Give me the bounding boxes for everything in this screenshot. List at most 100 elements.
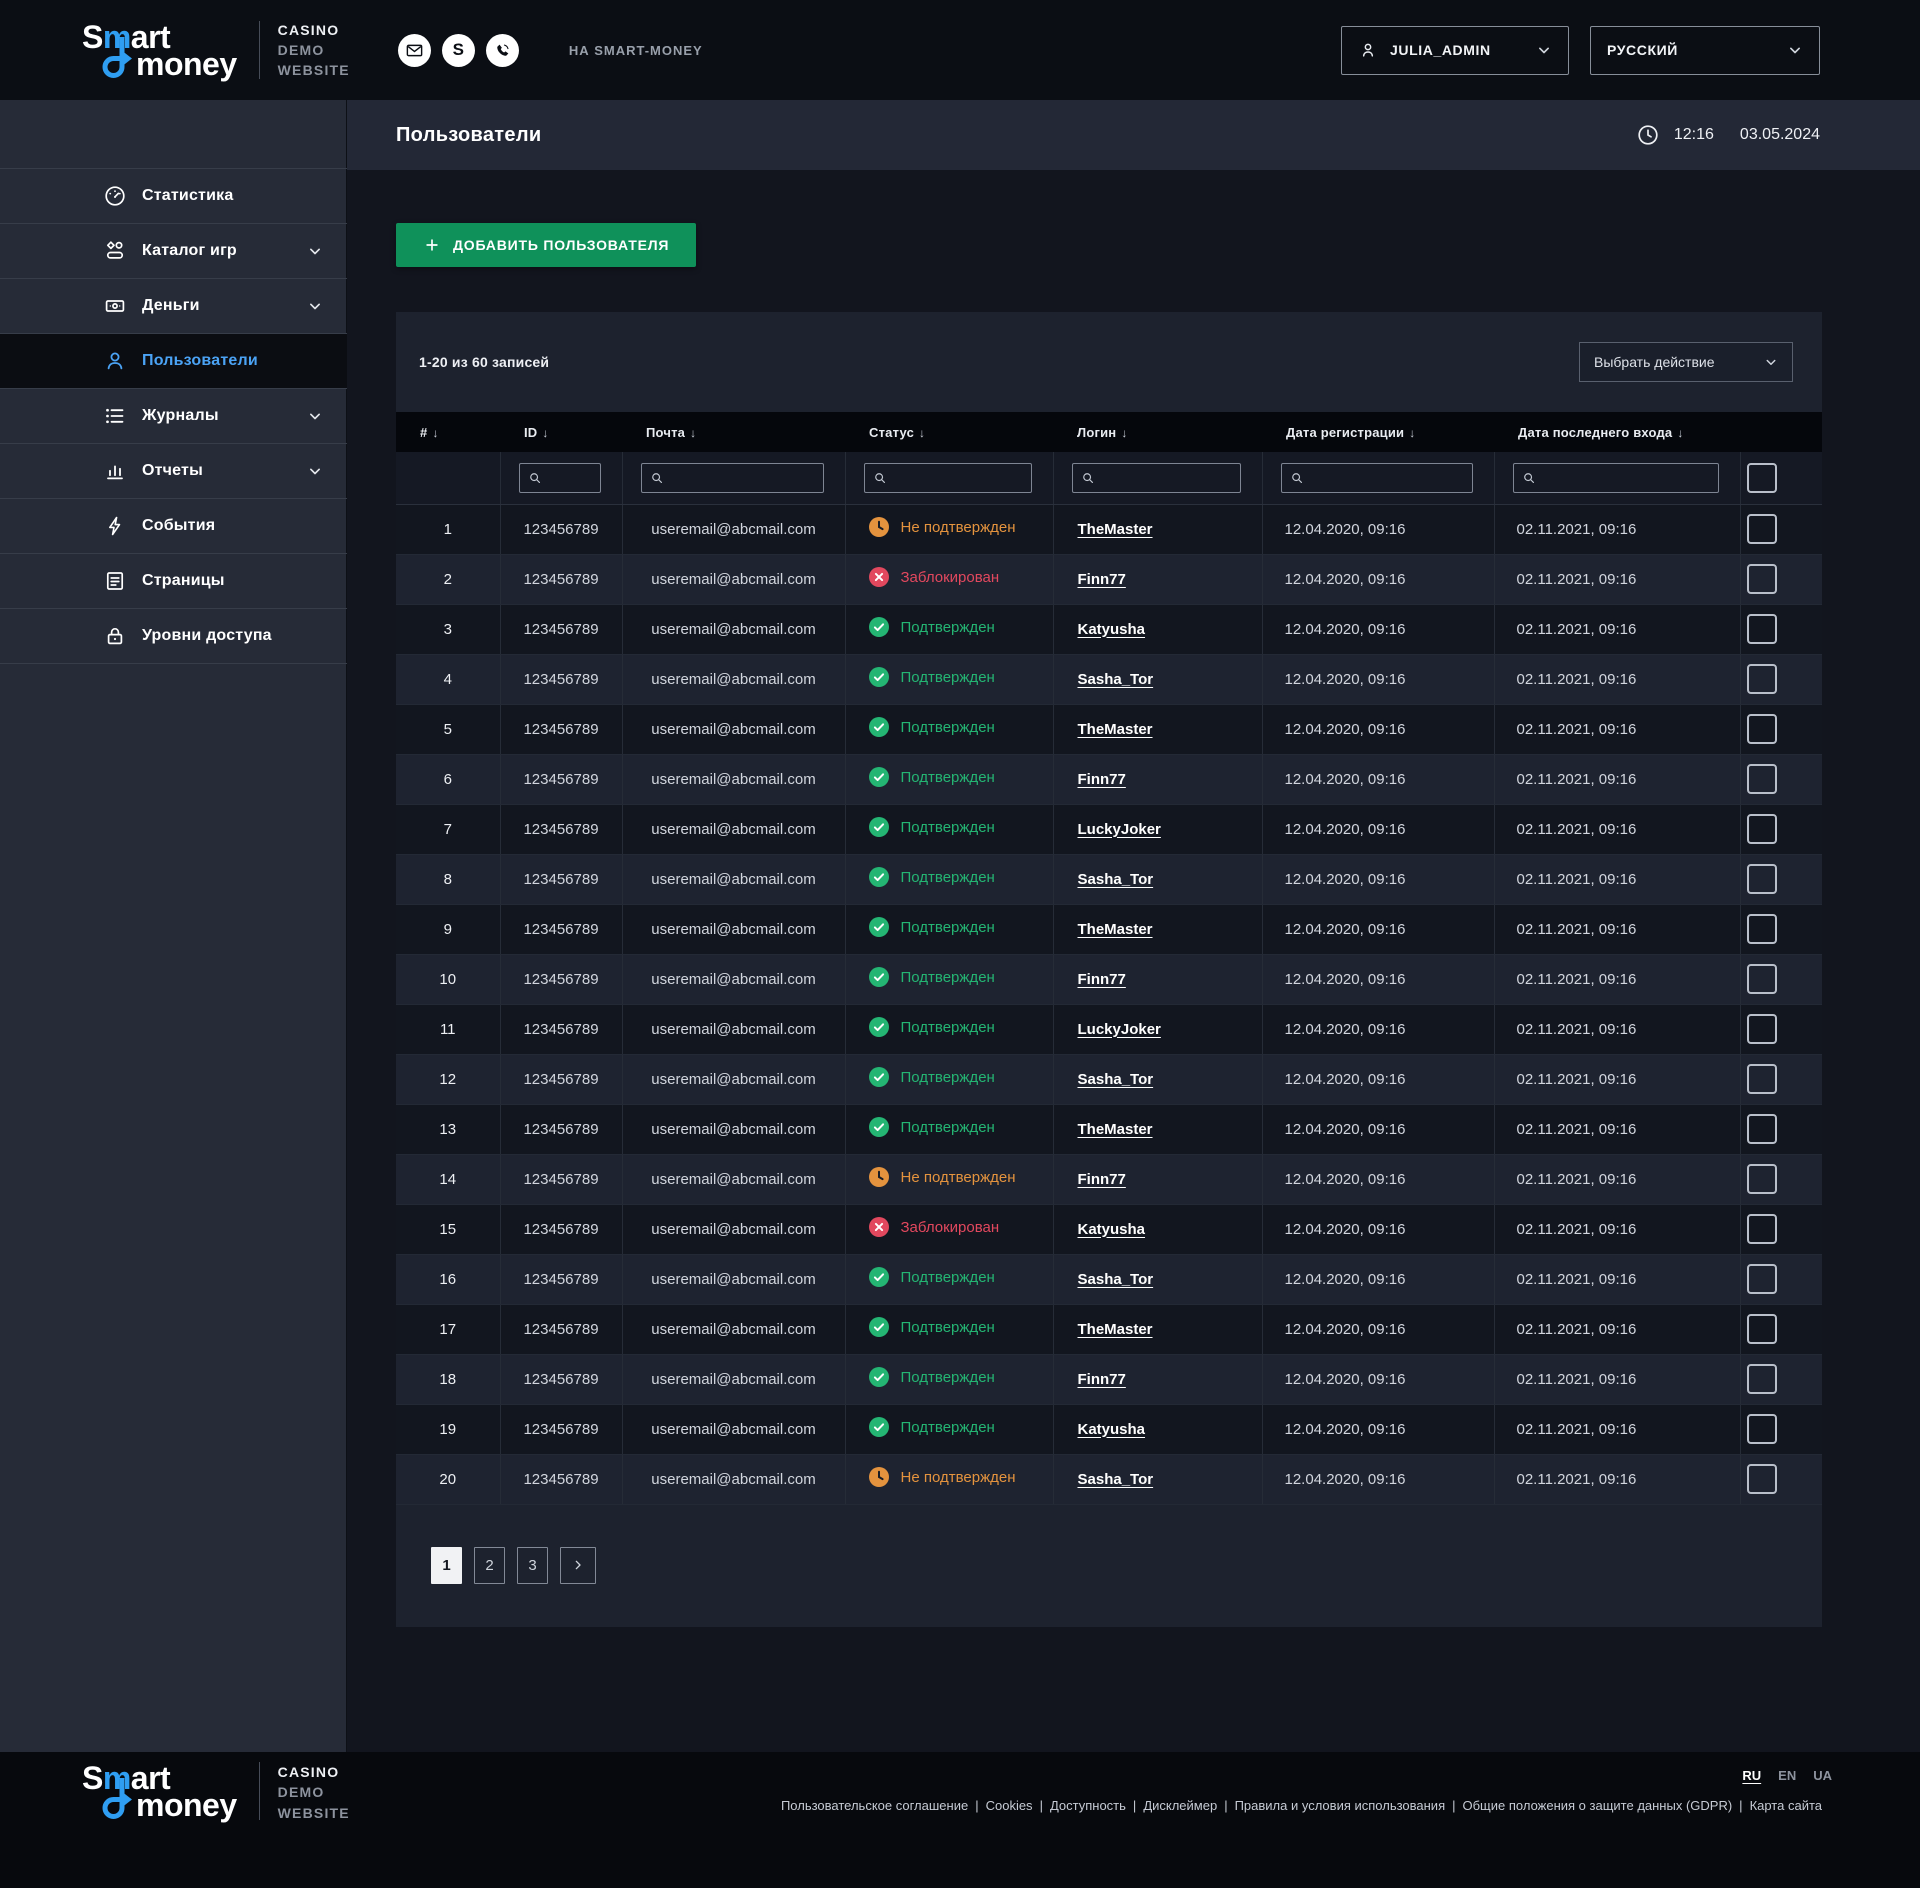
footer-language-ua[interactable]: UA	[1813, 1768, 1832, 1783]
user-login-link[interactable]: TheMaster	[1077, 920, 1153, 938]
filter-id-input[interactable]	[548, 469, 592, 487]
column-header-last-login[interactable]: Дата последнего входа ↓	[1494, 412, 1740, 452]
user-login-link[interactable]: Finn77	[1077, 1370, 1126, 1388]
row-number: 20	[396, 1454, 501, 1505]
next-page-button[interactable]	[560, 1546, 596, 1584]
column-header-login[interactable]: Логин ↓	[1053, 412, 1262, 452]
user-login-link[interactable]: TheMaster	[1077, 720, 1153, 738]
sidebar-item-statistics[interactable]: Статистика	[0, 169, 347, 224]
row-checkbox[interactable]	[1746, 714, 1777, 744]
user-login-link[interactable]: LuckyJoker	[1077, 1020, 1161, 1038]
footer-link[interactable]: Карта сайта	[1749, 1798, 1822, 1813]
footer-link[interactable]: Дисклеймер	[1143, 1798, 1218, 1813]
row-checkbox[interactable]	[1746, 1014, 1777, 1044]
user-login-link[interactable]: Katyusha	[1077, 1220, 1146, 1238]
column-header-id[interactable]: ID ↓	[500, 412, 622, 452]
user-login-link[interactable]: Sasha_Tor	[1077, 1470, 1154, 1488]
language-menu[interactable]: РУССКИЙ	[1590, 25, 1820, 75]
footer-link[interactable]: Пользовательское соглашение	[780, 1798, 969, 1813]
row-checkbox[interactable]	[1746, 964, 1777, 994]
add-user-button[interactable]: ДОБАВИТЬ ПОЛЬЗОВАТЕЛЯ	[396, 223, 697, 267]
page-content: ДОБАВИТЬ ПОЛЬЗОВАТЕЛЯ 1-20 из 60 записей…	[347, 170, 1920, 1627]
user-login-link[interactable]: LuckyJoker	[1077, 820, 1161, 838]
row-checkbox[interactable]	[1746, 764, 1777, 794]
status-badge: Подтвержден	[869, 967, 995, 987]
sidebar-item-game-catalog[interactable]: Каталог игр	[0, 224, 347, 279]
user-login-link[interactable]: Katyusha	[1077, 620, 1146, 638]
filter-email-input[interactable]	[670, 469, 815, 487]
select-all-checkbox[interactable]	[1746, 462, 1777, 493]
footer-language-ru[interactable]: RU	[1742, 1768, 1762, 1783]
user-id: 123456789	[500, 1404, 623, 1455]
mail-icon[interactable]	[397, 33, 431, 67]
row-checkbox[interactable]	[1746, 564, 1777, 594]
sidebar-item-users[interactable]: Пользователи	[0, 334, 347, 389]
user-login-link[interactable]: Sasha_Tor	[1077, 1070, 1154, 1088]
registration-date: 12.04.2020, 09:16	[1262, 1054, 1495, 1105]
user-login-link[interactable]: Sasha_Tor	[1077, 1270, 1154, 1288]
sidebar-item-reports[interactable]: Отчеты	[0, 444, 347, 499]
registration-date: 12.04.2020, 09:16	[1262, 904, 1495, 955]
user-login-link[interactable]: TheMaster	[1077, 1320, 1153, 1338]
user-login-link[interactable]: Finn77	[1077, 1170, 1126, 1188]
row-checkbox[interactable]	[1746, 614, 1777, 644]
check-circle-icon	[869, 1017, 889, 1037]
filter-last-login-input[interactable]	[1542, 469, 1710, 487]
column-header-num[interactable]: # ↓	[396, 412, 500, 452]
user-login-link[interactable]: Sasha_Tor	[1077, 870, 1154, 888]
sort-desc-icon: ↓	[1121, 425, 1128, 440]
sidebar-item-access-levels[interactable]: Уровни доступа	[0, 609, 347, 664]
row-checkbox[interactable]	[1746, 1214, 1777, 1244]
user-login-link[interactable]: Finn77	[1077, 570, 1126, 588]
footer-link[interactable]: Правила и условия использования	[1234, 1798, 1446, 1813]
page-button-2[interactable]: 2	[474, 1546, 505, 1584]
viber-icon[interactable]	[485, 33, 519, 67]
footer-link[interactable]: Общие положения о защите данных (GDPR)	[1462, 1798, 1733, 1813]
user-login-link[interactable]: Katyusha	[1077, 1420, 1146, 1438]
user-menu[interactable]: JULIA_ADMIN	[1341, 25, 1569, 75]
column-header-status[interactable]: Статус ↓	[845, 412, 1053, 452]
users-table: # ↓ ID ↓ Почта ↓ Статус ↓ Логин ↓ Дата регистрации…	[396, 412, 1822, 1505]
row-checkbox[interactable]	[1746, 1264, 1777, 1294]
user-login-link[interactable]: Sasha_Tor	[1077, 670, 1154, 688]
filter-login-input[interactable]	[1101, 469, 1232, 487]
sidebar-item-events[interactable]: События	[0, 499, 347, 554]
row-checkbox[interactable]	[1746, 1164, 1777, 1194]
row-checkbox[interactable]	[1746, 514, 1777, 544]
row-checkbox[interactable]	[1746, 1464, 1777, 1494]
row-checkbox[interactable]	[1746, 864, 1777, 894]
row-number: 15	[396, 1204, 501, 1255]
sidebar-item-money[interactable]: Деньги	[0, 279, 347, 334]
chevron-down-icon	[305, 241, 325, 261]
row-checkbox[interactable]	[1746, 664, 1777, 694]
footer-link[interactable]: Доступность	[1049, 1798, 1126, 1813]
row-checkbox[interactable]	[1746, 1314, 1777, 1344]
footer-link[interactable]: Cookies	[985, 1798, 1033, 1813]
row-checkbox[interactable]	[1746, 814, 1777, 844]
page-button-1[interactable]: 1	[431, 1546, 462, 1584]
row-checkbox[interactable]	[1746, 1064, 1777, 1094]
skype-icon[interactable]	[441, 33, 475, 67]
site-link[interactable]: НА SMART-MONEY	[568, 42, 703, 58]
user-login-link[interactable]: Finn77	[1077, 970, 1126, 988]
row-checkbox[interactable]	[1746, 1114, 1777, 1144]
user-id: 123456789	[500, 1004, 623, 1055]
footer-language-en[interactable]: EN	[1778, 1768, 1797, 1783]
sidebar-item-pages[interactable]: Страницы	[0, 554, 347, 609]
user-login-link[interactable]: TheMaster	[1077, 520, 1153, 538]
column-header-registered[interactable]: Дата регистрации ↓	[1262, 412, 1494, 452]
filter-status-input[interactable]	[893, 469, 1023, 487]
page-button-3[interactable]: 3	[517, 1546, 548, 1584]
row-checkbox[interactable]	[1746, 1414, 1777, 1444]
column-header-email[interactable]: Почта ↓	[622, 412, 845, 452]
user-login-link[interactable]: Finn77	[1077, 770, 1126, 788]
row-checkbox[interactable]	[1746, 914, 1777, 944]
row-checkbox[interactable]	[1746, 1364, 1777, 1394]
chevron-down-icon	[305, 296, 325, 316]
status-badge: Заблокирован	[869, 1217, 999, 1237]
footer-link-separator: |	[1739, 1798, 1743, 1813]
user-login-link[interactable]: TheMaster	[1077, 1120, 1153, 1138]
action-select[interactable]: Выбрать действие	[1579, 342, 1793, 382]
filter-registration-input[interactable]	[1310, 469, 1464, 487]
sidebar-item-journals[interactable]: Журналы	[0, 389, 347, 444]
